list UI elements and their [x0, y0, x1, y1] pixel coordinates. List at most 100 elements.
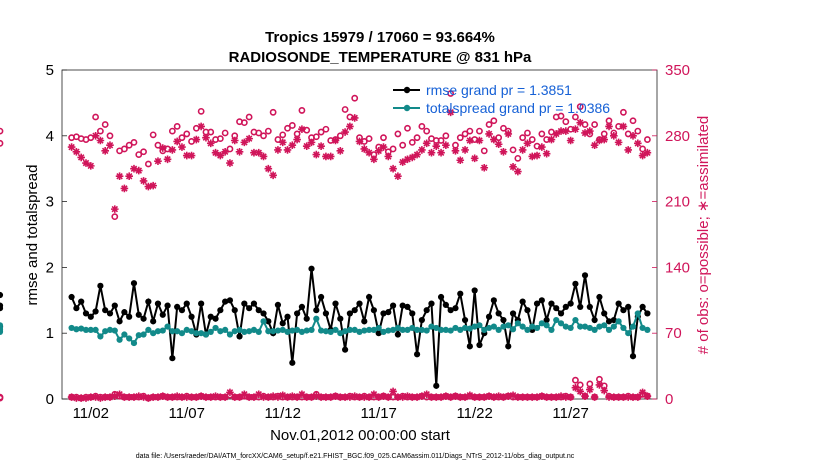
obs-assimilated-point — [586, 385, 594, 394]
y-right-tick-label: 280 — [665, 128, 690, 145]
rmse-point — [423, 307, 430, 314]
obs-assimilated-point — [283, 146, 292, 154]
obs-assimilated-point — [206, 393, 215, 401]
obs-possible-point — [480, 147, 488, 155]
obs-assimilated-point — [466, 136, 474, 145]
spread-point — [106, 326, 114, 334]
obs-assimilated-point — [134, 392, 143, 400]
obs-possible-point — [101, 121, 109, 128]
rmse-point — [524, 307, 531, 314]
obs-assimilated-point — [293, 135, 301, 144]
spread-point — [289, 327, 296, 334]
obs-possible-point — [317, 128, 325, 136]
spread-point — [164, 323, 171, 330]
spread-point — [639, 324, 646, 332]
rmse-point — [150, 318, 157, 325]
obs-assimilated-point — [605, 393, 613, 401]
obs-assimilated-point — [394, 393, 402, 401]
obs-assimilated-point — [312, 392, 321, 400]
obs-assimilated-point — [384, 152, 393, 161]
rmse-point — [533, 300, 541, 307]
obs-possible-point — [485, 121, 493, 128]
spread-point — [629, 323, 637, 330]
obs-assimilated-point — [269, 392, 277, 400]
rmse-point — [361, 318, 368, 325]
chart-title-line-1: Tropics 15979 / 17060 = 93.664% — [265, 29, 495, 46]
spread-point — [250, 326, 258, 334]
obs-assimilated-point — [422, 390, 431, 399]
spread-point — [356, 328, 363, 335]
rmse-point — [73, 305, 80, 312]
obs-assimilated-point — [139, 177, 148, 185]
obs-assimilated-point — [413, 150, 421, 159]
rmse-point — [620, 307, 627, 314]
obs-possible-point — [519, 134, 527, 142]
obs-possible-point — [269, 108, 277, 116]
obs-assimilated-point — [245, 393, 253, 401]
y-right-tick-label: 140 — [665, 259, 690, 276]
obs-assimilated-point — [115, 390, 124, 399]
obs-assimilated-point — [211, 148, 220, 157]
obs-possible-point — [514, 154, 522, 162]
obs-assimilated-point — [509, 163, 517, 171]
obs-possible-point — [408, 138, 416, 146]
rmse-point — [145, 298, 152, 305]
obs-assimilated-point — [221, 147, 229, 156]
obs-assimilated-point — [298, 125, 306, 134]
obs-assimilated-point — [605, 122, 613, 131]
obs-assimilated-point — [341, 128, 349, 136]
rmse-point — [78, 298, 85, 305]
x-tick-label: 11/12 — [265, 405, 301, 422]
obs-assimilated-point — [101, 393, 109, 401]
spread-point — [437, 326, 445, 334]
rmse-point — [543, 316, 550, 324]
rmse-point — [346, 310, 354, 317]
obs-assimilated-point — [226, 388, 234, 397]
rmse-point — [365, 293, 373, 301]
obs-assimilated-point — [590, 141, 599, 149]
rmse-point — [610, 316, 617, 324]
obs-assimilated-point — [638, 151, 647, 160]
spread-point — [255, 328, 262, 335]
obs-assimilated-point — [403, 392, 412, 400]
y-right-tick-label: 70 — [665, 325, 682, 342]
obs-possible-point — [96, 127, 104, 135]
obs-assimilated-point — [610, 393, 618, 401]
obs-assimilated-point — [283, 393, 292, 401]
obs-assimilated-point — [528, 393, 537, 401]
obs-assimilated-point — [576, 118, 585, 127]
obs-assimilated-point — [634, 139, 642, 148]
spread-point — [471, 323, 478, 330]
spread-point — [130, 339, 138, 347]
obs-assimilated-point — [120, 393, 129, 401]
obs-assimilated-point — [528, 152, 537, 161]
spread-point — [298, 328, 306, 335]
spread-point — [270, 328, 277, 335]
obs-possible-point — [576, 103, 584, 111]
spread-point — [404, 326, 411, 334]
obs-assimilated-point — [576, 387, 585, 396]
obs-assimilated-point — [86, 162, 95, 170]
rmse-point — [457, 290, 464, 297]
obs-assimilated-point — [235, 147, 244, 156]
obs-possible-point — [120, 145, 128, 153]
spread-point — [452, 324, 459, 332]
spread-point — [365, 326, 373, 334]
obs-assimilated-point — [518, 146, 527, 154]
obs-assimilated-point — [125, 393, 133, 401]
spread-point — [457, 326, 464, 334]
obs-possible-point — [572, 376, 579, 384]
obs-possible-point — [572, 113, 579, 121]
obs-assimilated-point — [470, 393, 479, 401]
obs-assimilated-point — [389, 164, 397, 173]
spread-point — [548, 326, 555, 334]
obs-assimilated-point — [250, 148, 258, 157]
rmse-point — [68, 293, 75, 301]
spread-point — [370, 326, 377, 334]
obs-assimilated-point — [461, 146, 469, 154]
obs-possible-point — [557, 112, 565, 120]
obs-assimilated-point — [216, 393, 225, 401]
spread-point — [620, 324, 627, 332]
spread-point — [567, 324, 574, 332]
